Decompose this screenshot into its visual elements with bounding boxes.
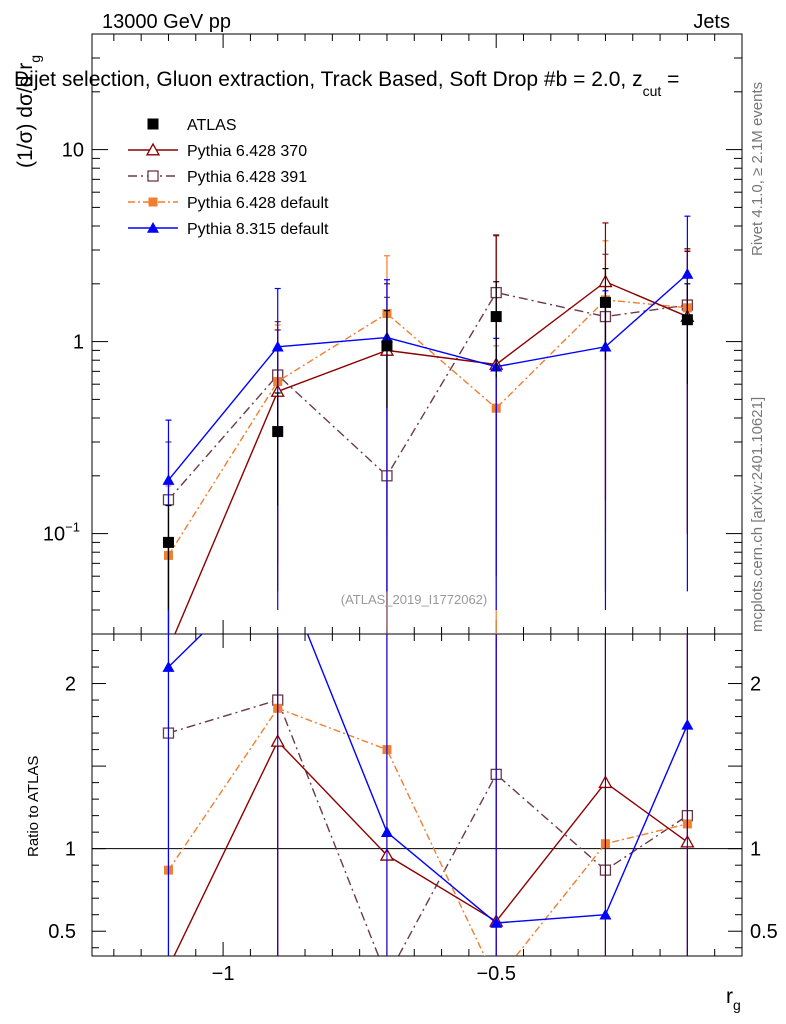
y-axis-label-main-sub: g [27, 55, 43, 63]
legend-label: Pythia 6.428 default [187, 195, 329, 212]
y-tick-label-ratio-right: 0.5 [750, 921, 778, 943]
x-tick-label: −0.5 [476, 963, 515, 985]
point-atlas [381, 340, 393, 352]
header-right-title: Jets [693, 11, 730, 33]
ratio-point-py8_default [681, 718, 694, 730]
main-series-group [162, 215, 695, 634]
ratio-series-py6_391 [162, 634, 694, 982]
ratio-point-py8_default [162, 661, 175, 672]
legend-label: Pythia 8.315 default [187, 221, 329, 238]
series-py6_391 [162, 234, 694, 634]
ratio-point-py8_default [490, 916, 503, 928]
x-axis-label-sub: g [733, 997, 741, 1013]
axis-ticks: −1 −0.5 10−1 1 10 0.5 0.5 1 1 2 2 [43, 33, 778, 985]
point-atlas [490, 311, 502, 323]
y-tick-label-main: 10−1 [43, 520, 80, 546]
y-axis-label-ratio: Ratio to ATLAS [25, 756, 42, 857]
ratio-point-py6_391 [382, 972, 392, 982]
point-atlas [272, 426, 284, 438]
x-tick-label: −1 [212, 963, 235, 985]
point-atlas [162, 536, 174, 548]
ratio-line-py6_default [167, 707, 688, 956]
plot-title-main: Dijet selection, Gluon extraction, Track… [14, 68, 643, 91]
plot-title-sub: cut [643, 83, 662, 99]
legend-label: Pythia 6.428 370 [187, 143, 307, 160]
legend-marker [145, 142, 161, 156]
ratio-point-py6_370 [162, 962, 174, 973]
series-py6_370 [165, 222, 695, 634]
y-tick-label-ratio-right: 2 [750, 674, 761, 696]
ratio-series-py8_default [162, 634, 694, 956]
y-axis-label-main-text: (1/σ) dσ/d r [14, 63, 37, 168]
legend-item-py6_391: Pythia 6.428 391 [128, 169, 307, 186]
point-py8_default [162, 474, 175, 485]
legend-label: ATLAS [187, 117, 237, 134]
ratio-series-py6_default [163, 634, 692, 956]
y-tick-label-ratio: 2 [65, 674, 76, 696]
line-py6_391 [167, 291, 688, 501]
ratio-point-py8_default [599, 908, 612, 920]
legend: ATLAS Pythia 6.428 370 Pythia 6.428 391 Pyt… [128, 117, 329, 238]
ratio-line-py6_370 [173, 740, 688, 956]
header-left-title: 13000 GeV pp [102, 11, 231, 33]
mcplots-label: mcplots.cern.ch [arXiv:2401.10621] [749, 397, 766, 632]
ratio-point-py8_default [380, 826, 393, 837]
point-py8_default [681, 267, 694, 279]
y-tick-label-main: 1 [73, 332, 84, 354]
legend-marker [147, 170, 159, 182]
legend-item-py8_default: Pythia 8.315 default [128, 221, 329, 238]
analysis-watermark: (ATLAS_2019_I1772062) [341, 592, 487, 607]
x-axis-label-text: r [726, 985, 733, 1008]
legend-item-py6_default: Pythia 6.428 default [128, 195, 329, 212]
legend-item-atlas: ATLAS [147, 117, 237, 134]
ratio-series-py6_370 [162, 634, 695, 973]
legend-marker [147, 222, 159, 233]
point-py8_default [271, 340, 284, 352]
series-py6_default [163, 240, 692, 634]
ratio-line-py8_default [167, 634, 689, 924]
point-atlas [599, 296, 611, 308]
legend-label: Pythia 6.428 391 [187, 169, 307, 186]
x-axis-label: rg [726, 985, 741, 1013]
ratio-panel-frame [91, 633, 743, 957]
point-atlas [681, 314, 693, 326]
y-tick-label-main: 10 [62, 140, 84, 162]
y-tick-label-ratio-right: 1 [750, 839, 761, 861]
plot-title-tail: = [661, 68, 679, 91]
y-tick-label-ratio: 0.5 [48, 921, 76, 943]
y-tick-label-ratio: 1 [65, 839, 76, 861]
legend-item-py6_370: Pythia 6.428 370 [128, 142, 307, 160]
ratio-line-py6_391 [168, 699, 688, 956]
legend-marker [148, 197, 158, 207]
line-py8_default [167, 273, 688, 481]
rivet-version-label: Rivet 4.1.0, ≥ 2.1M events [749, 82, 766, 256]
plot-title: Dijet selection, Gluon extraction, Track… [14, 68, 679, 99]
y-axis-label-main: (1/σ) dσ/d rg [14, 55, 43, 168]
legend-marker [147, 118, 159, 130]
series-atlas [162, 267, 693, 611]
ratio-series-group [162, 634, 695, 982]
line-py6_370 [174, 280, 688, 634]
line-py6_default [167, 299, 688, 556]
